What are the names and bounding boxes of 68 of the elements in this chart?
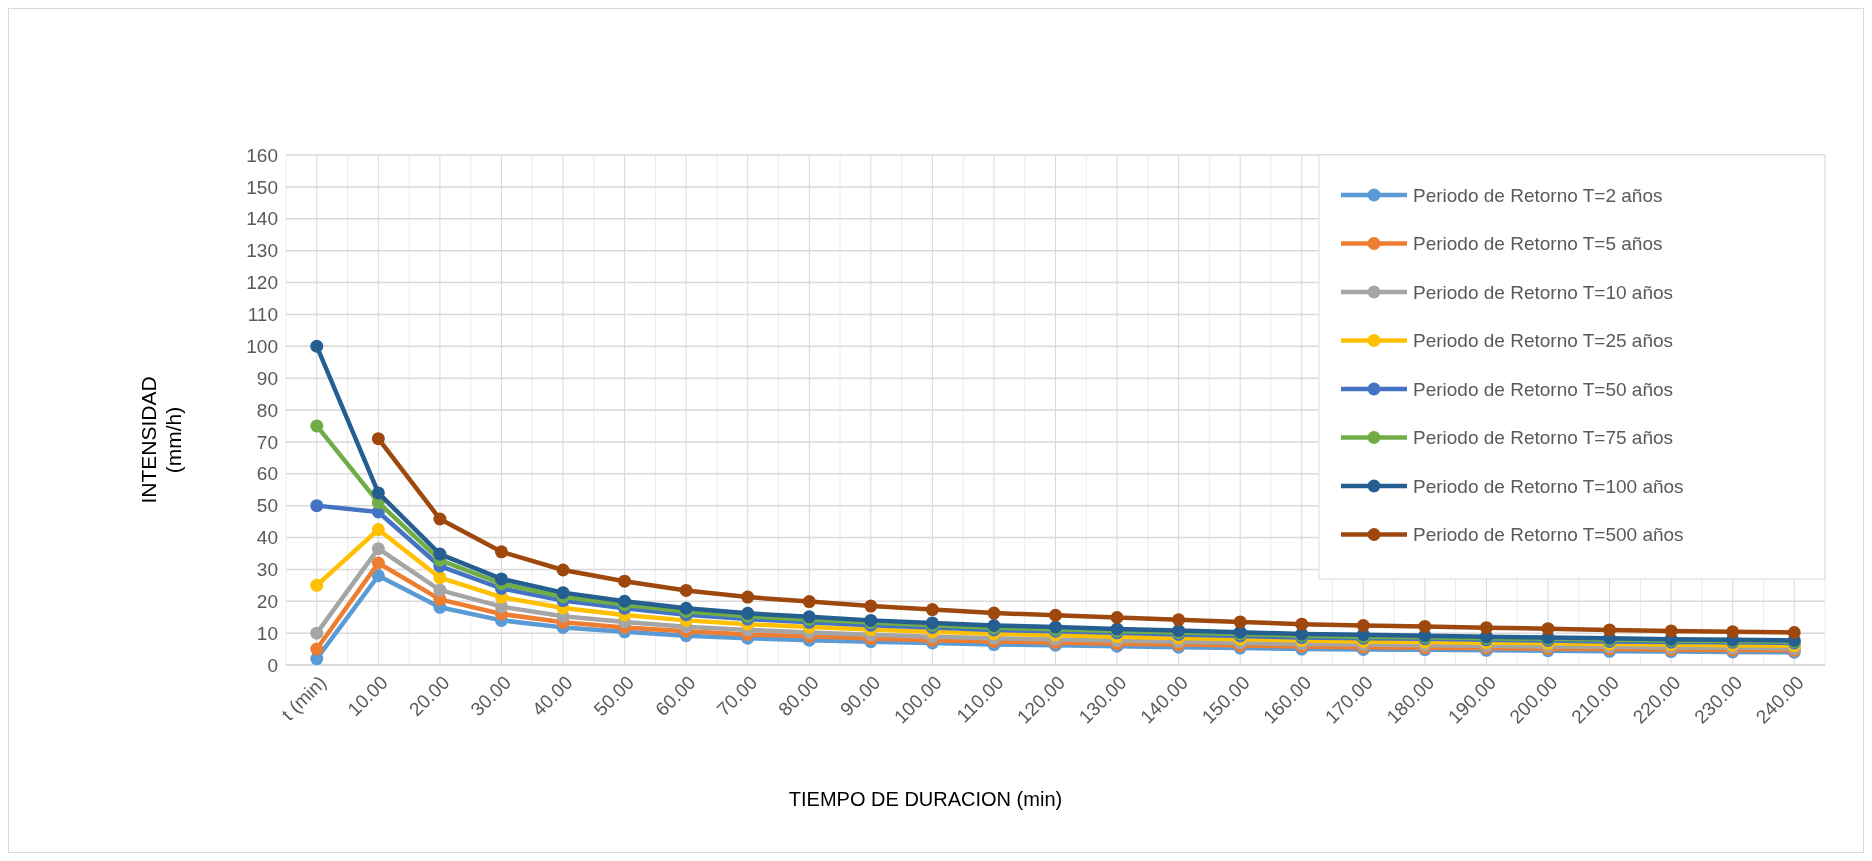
point <box>371 523 385 537</box>
point <box>494 572 508 586</box>
x-axis-title: TIEMPO DE DURACION (min) <box>788 788 1063 810</box>
y-tick-label: 20 <box>256 590 278 612</box>
point <box>310 642 324 656</box>
point <box>556 586 570 600</box>
y-tick-label: 60 <box>256 463 278 485</box>
point <box>1172 613 1186 627</box>
point <box>433 583 447 597</box>
point <box>1479 621 1493 635</box>
legend-label: Periodo de Retorno T=50 años <box>1413 378 1674 400</box>
point <box>310 626 324 640</box>
point <box>371 432 385 446</box>
point <box>925 603 939 617</box>
point <box>433 512 447 526</box>
point <box>1110 611 1124 625</box>
legend-label: Periodo de Retorno T=2 años <box>1413 184 1663 206</box>
y-axis-title: INTENSIDAD (mm/h) <box>136 376 185 504</box>
point <box>310 578 324 592</box>
point <box>802 595 816 609</box>
point <box>741 590 755 604</box>
point <box>371 542 385 556</box>
legend-label: Periodo de Retorno T=10 años <box>1413 281 1674 303</box>
point <box>1049 608 1062 622</box>
y-tick-label: 160 <box>246 144 278 166</box>
y-tick-label: 110 <box>247 304 278 326</box>
y-tick-label: 120 <box>246 272 278 294</box>
point <box>679 583 693 597</box>
point <box>1603 623 1617 637</box>
point <box>433 547 447 561</box>
legend-label: Periodo de Retorno T=500 años <box>1413 524 1684 546</box>
point <box>1418 619 1432 633</box>
y-tick-label: 90 <box>256 367 278 389</box>
y-tick-label: 0 <box>267 654 278 676</box>
y-tick-label: 10 <box>256 622 278 644</box>
point <box>310 339 324 353</box>
point <box>433 571 447 585</box>
point <box>310 419 324 433</box>
point <box>1541 622 1555 636</box>
point <box>371 486 385 500</box>
y-tick-label: 140 <box>246 208 278 230</box>
legend-label: Periodo de Retorno T=5 años <box>1413 233 1663 255</box>
point <box>556 563 570 577</box>
y-tick-label: 100 <box>246 335 278 357</box>
point <box>371 569 385 583</box>
point <box>1726 625 1740 639</box>
point <box>371 556 385 570</box>
point <box>987 606 1001 620</box>
y-tick-label: 30 <box>256 559 278 581</box>
point <box>618 574 632 588</box>
point <box>494 545 508 559</box>
legend-label: Periodo de Retorno T=75 años <box>1413 427 1674 449</box>
y-tick-label: 40 <box>256 527 278 549</box>
point <box>618 594 632 608</box>
point <box>1295 617 1309 631</box>
point <box>864 599 878 613</box>
point <box>1664 624 1678 638</box>
point <box>1356 618 1370 632</box>
y-tick-label: 70 <box>256 431 278 453</box>
y-tick-label: 150 <box>246 176 278 198</box>
legend-label: Periodo de Retorno T=25 años <box>1413 330 1674 352</box>
y-tick-label: 50 <box>256 495 278 517</box>
y-tick-label: 130 <box>246 240 278 262</box>
y-tick-label: 80 <box>256 399 278 421</box>
point <box>1233 615 1247 629</box>
point <box>310 499 324 513</box>
point <box>1787 625 1801 639</box>
legend-label: Periodo de Retorno T=100 años <box>1413 475 1684 497</box>
